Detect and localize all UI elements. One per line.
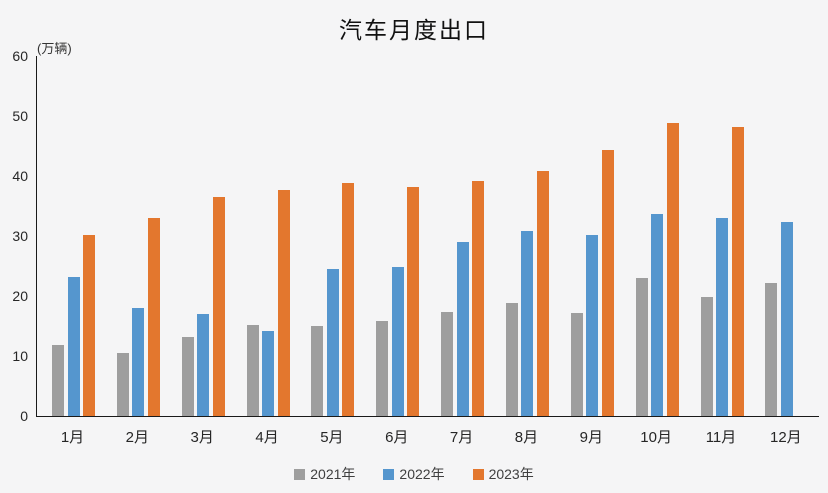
bar-2023年-11月 [731, 126, 744, 416]
x-tick-label: 7月 [449, 429, 474, 446]
bar-2023年-2月 [147, 218, 160, 416]
legend-item-2021年: 2021年 [294, 464, 355, 484]
bar-2021年-11月 [700, 297, 713, 416]
bar-2023年-4月 [277, 190, 290, 416]
bar-2023年-7月 [472, 180, 485, 416]
y-tick-label: 30 [12, 228, 28, 244]
bar-2023年-5月 [342, 182, 355, 416]
bar-2022年-11月 [716, 218, 728, 416]
bar-group-5月 [311, 56, 355, 416]
x-tick-label: 8月 [514, 429, 539, 446]
x-tick-label: 9月 [579, 429, 603, 446]
bar-2022年-12月 [780, 221, 793, 416]
plot-area [36, 56, 819, 417]
bar-2022年-5月 [326, 269, 339, 416]
bar-2022年-2月 [132, 308, 145, 416]
x-tick-label: 6月 [385, 429, 409, 446]
bar-group-8月 [505, 56, 549, 416]
x-tick-label: 11月 [705, 429, 737, 446]
legend-item-2022年: 2022年 [383, 464, 445, 484]
bar-group-9月 [570, 56, 614, 416]
x-tick-label: 10月 [640, 429, 672, 446]
bar-2021年-5月 [311, 326, 324, 416]
x-tick-label: 12月 [770, 429, 802, 446]
legend-label: 2023年 [488, 466, 534, 482]
legend-swatch-icon [383, 468, 395, 480]
bar-group-2月 [116, 56, 160, 416]
chart-title: 汽车月度出口 [339, 18, 489, 43]
bar-group-11月 [700, 56, 744, 416]
bar-2022年-1月 [67, 277, 80, 416]
y-tick-label: 0 [20, 408, 28, 424]
x-tick-label: 3月 [190, 429, 214, 446]
legend-swatch-icon [294, 468, 306, 480]
y-tick-label: 40 [12, 168, 28, 184]
y-tick-label: 20 [12, 288, 28, 304]
y-tick-label: 10 [12, 348, 28, 364]
x-tick-label: 4月 [255, 429, 279, 446]
bar-2021年-6月 [376, 321, 389, 416]
legend: 2021年 2022年 2023年 [0, 464, 828, 484]
bar-2022年-9月 [586, 235, 599, 416]
bar-group-3月 [181, 56, 225, 416]
bar-2021年-3月 [181, 336, 194, 416]
bar-2023年-1月 [83, 235, 95, 416]
bar-group-12月 [765, 56, 808, 416]
legend-label: 2021年 [310, 466, 356, 482]
bar-2021年-8月 [505, 303, 518, 416]
legend-label: 2022年 [399, 466, 445, 482]
bar-2022年-3月 [197, 314, 210, 416]
legend-item-2023年: 2023年 [472, 464, 534, 484]
bar-group-4月 [246, 56, 290, 416]
bar-2021年-4月 [246, 325, 259, 416]
bar-2023年-6月 [407, 186, 420, 416]
bar-2022年-10月 [651, 213, 664, 416]
bar-2023年-3月 [212, 197, 225, 416]
bar-group-6月 [376, 56, 420, 416]
bar-2021年-10月 [635, 278, 648, 416]
bar-2023年-9月 [601, 149, 614, 416]
bar-2022年-8月 [521, 231, 534, 416]
bar-group-1月 [52, 56, 95, 416]
y-tick-label: 60 [12, 48, 28, 64]
bar-2021年-1月 [52, 344, 64, 416]
bar-2021年-12月 [765, 282, 778, 416]
y-tick-label: 50 [12, 108, 28, 124]
bar-2022年-4月 [262, 331, 275, 416]
bar-2023年-8月 [536, 171, 549, 416]
bar-2021年-2月 [116, 353, 129, 416]
bar-2022年-6月 [391, 266, 404, 416]
legend-swatch-icon [472, 468, 484, 480]
x-tick-label: 2月 [125, 429, 150, 446]
bar-2021年-7月 [441, 311, 454, 416]
x-tick-label: 5月 [320, 429, 344, 446]
y-axis-unit-label: (万辆) [37, 41, 72, 56]
bar-group-7月 [441, 56, 485, 416]
bar-2023年-10月 [666, 123, 679, 416]
bar-group-10月 [635, 56, 679, 416]
bar-2022年-7月 [456, 242, 469, 416]
x-tick-label: 1月 [60, 429, 85, 446]
bar-2021年-9月 [570, 312, 583, 416]
